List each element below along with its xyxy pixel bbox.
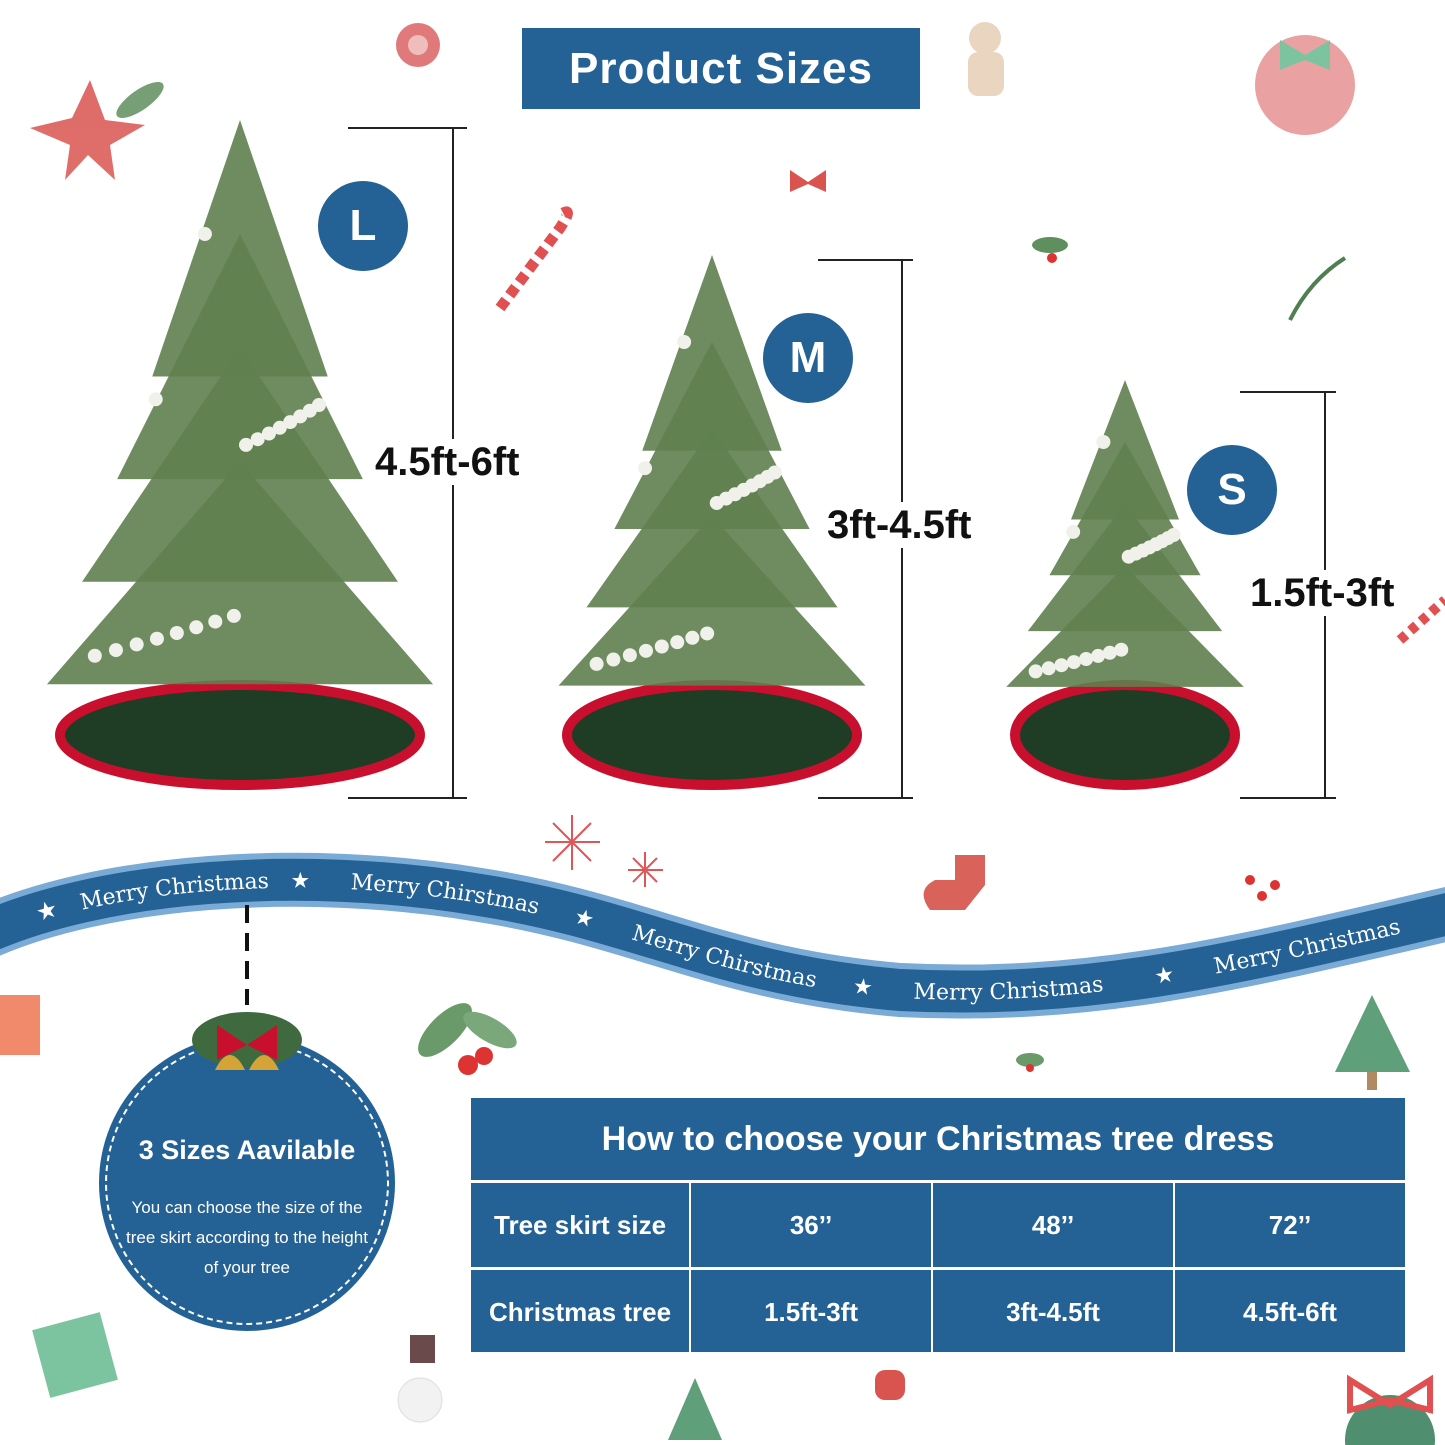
- berries-icon: [1245, 875, 1280, 901]
- ornament: [670, 635, 685, 650]
- size-badge-s: S: [1187, 445, 1277, 535]
- badge-title: 3 Sizes Aavilable: [138, 1135, 356, 1165]
- ornament: [87, 648, 102, 663]
- mitten-icon: [875, 1370, 905, 1400]
- svg-text:★: ★: [1153, 961, 1176, 989]
- svg-text:★: ★: [290, 868, 310, 893]
- gift-icon: [0, 995, 118, 1398]
- ornament: [169, 626, 184, 640]
- ornament: [1096, 435, 1111, 449]
- ornament-gift-icon: [1345, 1374, 1435, 1445]
- snowman-icon: [397, 1335, 443, 1423]
- tree-large: [46, 120, 434, 790]
- row-label: Christmas tree: [488, 1296, 672, 1327]
- tree-medium: [558, 255, 866, 790]
- badge-body: You can choose the size of the tree skir…: [126, 1198, 368, 1277]
- table-title: How to choose your Christmas tree dress: [471, 1098, 1405, 1183]
- ornament: [226, 608, 241, 623]
- ornament: [208, 614, 223, 629]
- candy-cane-icon-right: [1396, 596, 1445, 644]
- ornament: [129, 637, 144, 652]
- table-cell: 4.5ft-6ft: [1173, 1270, 1405, 1354]
- tree-foliage: [1006, 566, 1244, 687]
- size-badge-l: L: [318, 181, 408, 271]
- star-icon: ★: [851, 973, 874, 1000]
- ornament: [589, 656, 604, 671]
- ornament: [1114, 642, 1129, 657]
- table-cell: 48’’: [931, 1183, 1173, 1267]
- candy-cane-icon: [495, 206, 573, 312]
- table-cell: 72’’: [1173, 1183, 1405, 1267]
- ornament: [189, 620, 204, 635]
- ornament: [250, 432, 265, 447]
- tree-small: [1006, 380, 1244, 790]
- ornament: [1102, 645, 1117, 660]
- table-row: Tree skirt size 36’’ 48’’ 72’’: [471, 1183, 1405, 1267]
- star-icon: ★: [1153, 961, 1176, 989]
- tree-skirt: [562, 680, 862, 790]
- small-holly-icon: [1016, 1053, 1044, 1072]
- ornament: [272, 420, 287, 435]
- ornament: [239, 437, 254, 452]
- ornament: [1028, 664, 1043, 679]
- tree-foliage: [46, 462, 434, 685]
- ornament: [197, 227, 212, 241]
- star-icon: ★: [290, 868, 310, 893]
- ornament: [1079, 652, 1094, 666]
- ornament: [700, 626, 715, 641]
- ornament: [311, 398, 326, 412]
- bow-icon: [790, 170, 826, 192]
- tree-skirt: [1010, 680, 1240, 790]
- ornament: [1066, 655, 1081, 670]
- range-label-s: 1.5ft-3ft: [1248, 570, 1397, 616]
- size-badge-m: M: [763, 313, 853, 403]
- ornament: [108, 643, 123, 658]
- gift-ornament-icon: [1255, 35, 1355, 135]
- ornament: [1091, 648, 1106, 663]
- table-cell: 1.5ft-3ft: [689, 1270, 931, 1354]
- ornament: [1054, 658, 1069, 673]
- table-cell: 3ft-4.5ft: [931, 1270, 1173, 1354]
- ornament-icon: [396, 23, 440, 67]
- svg-text:★: ★: [851, 973, 874, 1000]
- range-label-m: 3ft-4.5ft: [825, 502, 974, 548]
- size-guide-table: How to choose your Christmas tree dress …: [471, 1098, 1405, 1354]
- snowflake-icon: [545, 815, 663, 887]
- table-row: Christmas tree 1.5ft-3ft 3ft-4.5ft 4.5ft…: [471, 1267, 1405, 1354]
- ornament: [767, 465, 782, 480]
- page-title: Product Sizes: [522, 28, 920, 109]
- merry-christmas-ribbon: ★ Merry Christmas ★ Merry Chirstmas ★ Me…: [0, 840, 1445, 1040]
- ornament: [149, 631, 164, 646]
- stocking-icon: [923, 855, 985, 910]
- gingerbread-icon: [968, 22, 1004, 96]
- sizes-available-badge: 3 Sizes Aavilable You can choose the siz…: [99, 1035, 395, 1331]
- bell-bow-icon: [192, 1012, 302, 1070]
- ornament: [606, 652, 621, 667]
- holly-icon: [1032, 237, 1068, 263]
- range-label-l: 4.5ft-6ft: [373, 439, 522, 485]
- ornament: [1041, 661, 1056, 676]
- ornament: [685, 630, 700, 645]
- holly-leaves-icon: [418, 1003, 517, 1075]
- row-label: Tree skirt size: [494, 1209, 667, 1240]
- ornament: [622, 648, 637, 663]
- ornament: [638, 643, 653, 658]
- table-cell: 36’’: [689, 1183, 931, 1267]
- ornament: [638, 461, 653, 476]
- tree-foliage: [558, 516, 866, 686]
- small-tree-icon: [668, 995, 1410, 1440]
- ornament: [654, 639, 669, 654]
- trees-illustration: [46, 120, 1336, 799]
- measure-lines: [348, 127, 1336, 799]
- ornament: [1066, 524, 1081, 539]
- ornament: [1166, 528, 1181, 542]
- ornament: [148, 392, 163, 407]
- ornament: [261, 426, 276, 441]
- tree-skirt: [55, 680, 425, 790]
- ornament: [677, 335, 692, 349]
- poinsettia-icon: [30, 80, 164, 180]
- branch-icon: [1288, 256, 1347, 321]
